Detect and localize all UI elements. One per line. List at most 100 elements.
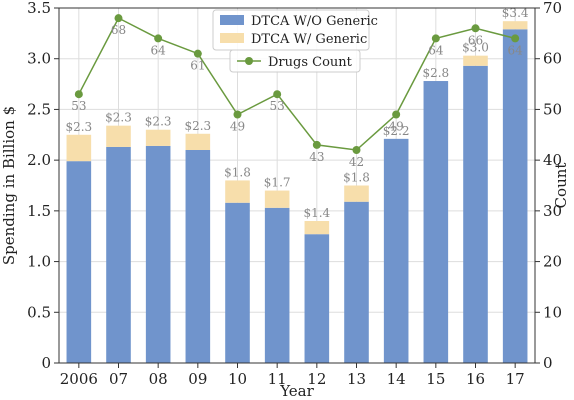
bar-without-generic bbox=[264, 207, 290, 363]
bar-total-label: $2.3 bbox=[145, 115, 172, 129]
y2-tick-label: 70 bbox=[543, 0, 562, 17]
legend-line: Drugs Count bbox=[229, 49, 361, 73]
x-tick-label: 14 bbox=[387, 370, 406, 388]
x-tick-label: 08 bbox=[149, 370, 168, 388]
bar-total-label: $1.7 bbox=[264, 176, 291, 190]
x-tick-label: 09 bbox=[188, 370, 207, 388]
bar-total-label: $1.4 bbox=[303, 206, 330, 220]
bar-with-generic bbox=[502, 21, 528, 30]
y-tick-label: 2.5 bbox=[27, 100, 51, 118]
bar-without-generic bbox=[383, 138, 409, 363]
bars-layer bbox=[66, 21, 528, 364]
bar-with-generic bbox=[463, 55, 488, 66]
y2-tick-label: 20 bbox=[543, 253, 562, 271]
bar-with-generic bbox=[185, 133, 211, 150]
bar-with-generic bbox=[106, 125, 131, 147]
legend-swatch-with-generic bbox=[220, 33, 244, 43]
drugs-count-line bbox=[78, 17, 516, 151]
y-tick-label: 0 bbox=[41, 354, 51, 372]
legend-layer: DTCA W/O Generic DTCA W/ Generic Drugs Cou… bbox=[212, 9, 378, 73]
bar-with-generic bbox=[304, 221, 330, 235]
legend-line-marker bbox=[245, 57, 253, 65]
drugs-count-label: 49 bbox=[230, 120, 245, 134]
y2-tick-label: 0 bbox=[543, 354, 553, 372]
drugs-count-point bbox=[233, 110, 242, 119]
drugs-count-point bbox=[312, 140, 321, 149]
bar-without-generic bbox=[185, 150, 211, 363]
drugs-count-label: 64 bbox=[508, 43, 524, 57]
legend-label-with-generic: DTCA W/ Generic bbox=[251, 32, 367, 47]
bar-total-label: $2.3 bbox=[65, 120, 92, 134]
bar-total-label: $1.8 bbox=[343, 171, 370, 185]
drugs-count-point bbox=[193, 49, 202, 58]
x-tick-label: 17 bbox=[506, 370, 525, 388]
y-tick-label: 2.0 bbox=[27, 151, 51, 169]
labels-layer: $2.3 $2.3 $2.3 $2.3 $1.8 $1.7 $1.4 $1.8 $2.2 $2.8… bbox=[65, 6, 528, 220]
x-tick-label: 10 bbox=[228, 370, 247, 388]
bar-without-generic bbox=[304, 234, 330, 363]
legend-label-without-generic: DTCA W/O Generic bbox=[251, 14, 378, 29]
bar-with-generic bbox=[344, 185, 369, 202]
y-tick-label: 1.5 bbox=[27, 202, 51, 220]
drugs-count-label: 43 bbox=[309, 150, 324, 164]
bar-total-label: $2.2 bbox=[383, 124, 410, 138]
y2-tick-label: 60 bbox=[543, 50, 562, 68]
drugs-count-point bbox=[392, 110, 401, 119]
y2-tick-label: 10 bbox=[543, 303, 562, 321]
x-axis-title: Year bbox=[279, 382, 314, 400]
bar-with-generic bbox=[66, 134, 92, 162]
y2-tick-label: 30 bbox=[543, 202, 562, 220]
x-tick-label: 16 bbox=[466, 370, 485, 388]
bar-with-generic bbox=[264, 190, 290, 208]
bar-total-label: $1.8 bbox=[224, 165, 251, 179]
drugs-count-label: 61 bbox=[190, 59, 205, 73]
bar-without-generic bbox=[225, 202, 250, 363]
bar-without-generic bbox=[106, 146, 131, 363]
bar-without-generic bbox=[423, 81, 449, 364]
x-tick-label: 2006 bbox=[60, 370, 98, 388]
y2-axis-title: Count bbox=[552, 163, 570, 209]
y-tick-label: 3.5 bbox=[27, 0, 51, 17]
bar-total-label: $3.4 bbox=[502, 6, 529, 20]
drugs-count-point bbox=[74, 90, 83, 99]
bar-total-label: $2.3 bbox=[184, 119, 211, 133]
bar-total-label: $2.3 bbox=[105, 111, 132, 125]
bar-without-generic bbox=[344, 201, 369, 363]
bar-total-label: $2.8 bbox=[422, 66, 449, 80]
y-tick-label: 1.0 bbox=[27, 253, 51, 271]
drugs-count-point bbox=[273, 90, 282, 99]
y-tick-label: 0.5 bbox=[27, 303, 51, 321]
y2-tick-label: 40 bbox=[543, 151, 562, 169]
drugs-count-label: 49 bbox=[389, 120, 404, 134]
y-tick-label: 3.0 bbox=[27, 50, 51, 68]
drugs-count-label: 53 bbox=[71, 99, 86, 113]
legend-line-box bbox=[229, 49, 361, 73]
drugs-count-label: 42 bbox=[349, 155, 364, 169]
bar-without-generic bbox=[145, 145, 171, 363]
bar-without-generic bbox=[463, 65, 488, 364]
line-layer bbox=[74, 14, 520, 154]
drugs-count-point bbox=[352, 146, 361, 154]
x-tick-label: 12 bbox=[307, 370, 326, 388]
drugs-count-label: 64 bbox=[151, 43, 167, 57]
legend: DTCA W/O Generic DTCA W/ Generic bbox=[212, 9, 378, 51]
y-axis-title: Spending in Billion $ bbox=[0, 106, 18, 265]
x-tick-label: 07 bbox=[109, 370, 128, 388]
bar-with-generic bbox=[225, 180, 250, 203]
bar-without-generic bbox=[502, 29, 528, 364]
x-tick-label: 11 bbox=[268, 370, 287, 388]
drugs-count-point bbox=[471, 24, 480, 33]
drugs-count-label: 68 bbox=[111, 23, 126, 37]
drugs-count-label: 66 bbox=[468, 33, 483, 47]
bar-without-generic bbox=[66, 161, 92, 363]
drugs-count-point bbox=[114, 14, 123, 23]
drugs-count-label: 53 bbox=[270, 99, 285, 113]
drugs-count-point bbox=[431, 34, 440, 43]
y2-tick-label: 50 bbox=[543, 100, 562, 118]
x-tick-label: 13 bbox=[347, 370, 366, 388]
drugs-count-label: 64 bbox=[428, 43, 444, 57]
bar-with-generic bbox=[145, 129, 171, 146]
plot-frame bbox=[58, 7, 536, 364]
